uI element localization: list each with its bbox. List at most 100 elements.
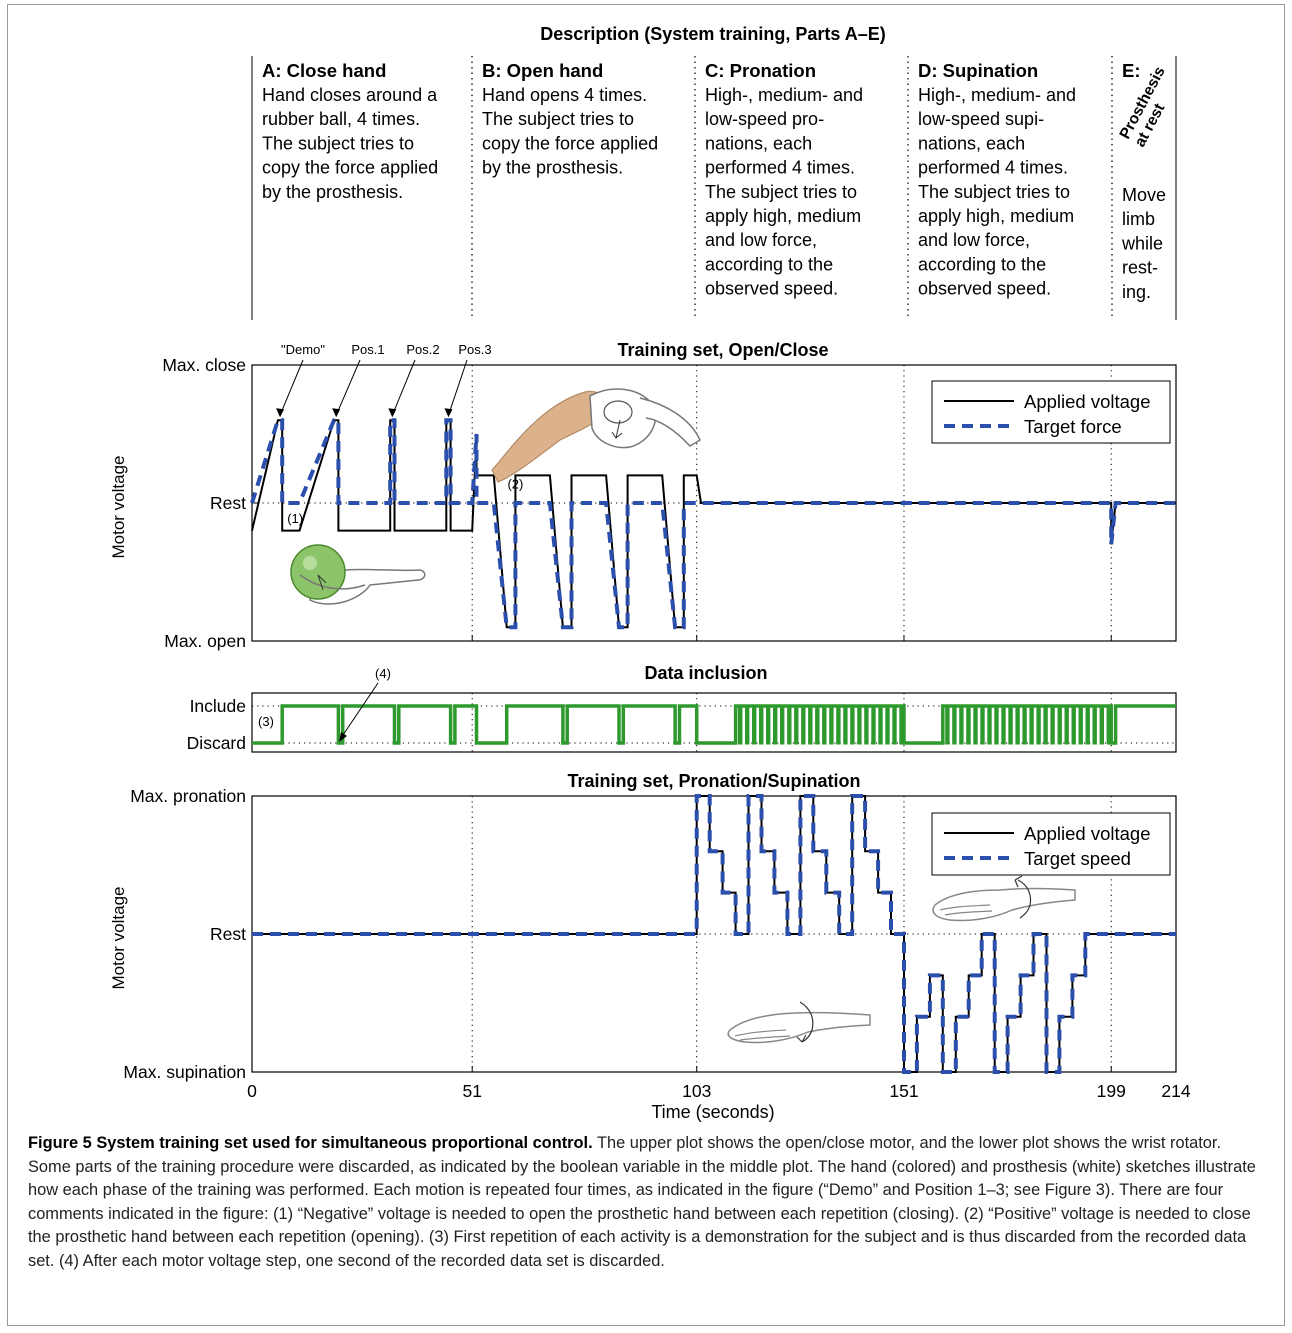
plot1-ylabel: Motor voltage [109,456,128,559]
plot3-title: Training set, Pronation/Supination [567,771,860,791]
inclusion-signal [252,704,1176,745]
plot-data-inclusion: Data inclusion Include Discard (3) (4) [187,663,1177,753]
description-col-line: rest- [1122,258,1158,278]
plot1-annotation-arrowhead [388,408,397,418]
legend-label: Target force [1024,416,1122,437]
figure-graphic: Description (System training, Parts A–E)… [109,24,1191,1122]
description-col-line: Hand opens 4 times. [482,85,647,105]
plot-x-tick-label: 151 [889,1081,918,1101]
plot-x-tick-label: 199 [1097,1081,1126,1101]
plot1-area: Max. close Rest Max. open Applied voltage Ta… [162,342,1177,651]
plot1-title: Training set, Open/Close [617,340,828,360]
plot1-annotation-label: Pos.3 [458,342,491,357]
description-col-line: apply high, medium [705,206,861,226]
plot1-annotation-label: Pos.1 [351,342,384,357]
plot1-annotation-arrowhead [276,408,285,418]
description-col-line: performed 4 times. [918,158,1068,178]
plot1-annotation-arrow [447,359,468,416]
description-col-title: D: Supination [918,60,1038,81]
description-col-line: performed 4 times. [705,158,855,178]
description-col-line: limb [1122,209,1155,229]
plot1-annotation-arrow [391,359,416,416]
description-col-line: rubber ball, 4 times. [262,109,420,129]
description-col-line: High-, medium- and [705,85,863,105]
description-col-line: nations, each [705,133,812,153]
series-line [250,418,1176,630]
inclusion-pulses [945,706,1111,745]
description-col-line: The subject tries to [482,109,634,129]
description-col-line: High-, medium- and [918,85,1076,105]
description-col-line: according to the [705,254,833,274]
description-panel: Description (System training, Parts A–E)… [251,24,1177,320]
description-col-line: Move [1122,185,1166,205]
caption-bold-title: System training set used for simultaneou… [96,1134,593,1152]
plot2-note-label: (4) [375,666,391,681]
description-col-line: apply high, medium [918,206,1074,226]
series-line [252,794,1176,1074]
plot2-annotation-arrowhead [339,732,347,742]
plot2-annotation-arrow [340,682,379,739]
caption-label: Figure 5 [28,1134,92,1152]
figure-caption: Figure 5 System training set used for si… [28,1132,1268,1273]
plot-y-tick-label: Rest [210,493,246,513]
description-col-line: observed speed. [705,279,838,299]
plot-y-tick-label: Rest [210,924,246,944]
plot-y-tick-label: Discard [187,733,246,753]
plot1-annotation-arrowhead [444,408,453,418]
legend-box [931,812,1171,876]
description-col-line: and low force, [705,230,817,250]
plot-y-tick-label: Max. supination [123,1062,246,1082]
plot1-annotation-arrow [335,359,361,416]
series-line [251,419,1176,629]
description-col-title: A: Close hand [262,60,386,81]
caption-text: The upper plot shows the open/close moto… [28,1134,1256,1270]
plot3-ylabel: Motor voltage [109,887,128,990]
plot-pronation-supination: Training set, Pronation/Supination Motor… [109,771,1191,1122]
description-col-line: low-speed supi- [918,109,1044,129]
supination-hand-sketch [727,1001,871,1044]
description-col-title: B: Open hand [482,60,603,81]
description-col-line: according to the [918,254,1046,274]
plot-axes-box [251,692,1177,753]
plot-x-tick-label: 214 [1161,1081,1190,1101]
plot2-area: Include Discard (3) (4) [187,666,1177,753]
description-col-title: C: Pronation [705,60,816,81]
description-col-line: Hand closes around a [262,85,438,105]
description-col-line: The subject tries to [262,133,414,153]
plot3-xlabel: Time (seconds) [651,1102,774,1122]
figure-frame [7,4,1285,1326]
plot1-note-label: (2) [507,476,523,491]
description-col-line: by the prosthesis. [262,182,403,202]
description-col-line: The subject tries to [705,182,857,202]
description-col-line: The subject tries to [918,182,1070,202]
pronation-hand-sketch [932,875,1076,922]
plot2-title: Data inclusion [644,663,767,683]
description-col-line: copy the force applied [482,133,658,153]
legend-box [931,380,1171,444]
plot-x-tick-label: 51 [462,1081,481,1101]
legend-label: Applied voltage [1024,391,1151,412]
plot-x-tick-label: 103 [682,1081,711,1101]
description-col-line: while [1121,233,1163,253]
description-col-line: nations, each [918,133,1025,153]
plot2-note-label: (3) [258,714,274,729]
description-col-title: E: [1122,60,1141,81]
plot1-annotation-arrowhead [332,408,341,418]
hand-ball-sketch [290,544,426,605]
plot-y-tick-label: Max. open [164,631,246,651]
inclusion-pulses [737,706,904,745]
description-col-line: by the prosthesis. [482,158,623,178]
plot-y-tick-label: Max. close [162,355,246,375]
description-col-line: low-speed pro- [705,109,824,129]
plot1-annotation-arrow [279,359,304,416]
description-col-line: observed speed. [918,279,1051,299]
hand-prosthesis-sketch [491,388,701,483]
description-columns: A: Close hand Hand closes around a rubber … [251,56,1177,320]
plot-open-close: Training set, Open/Close Motor voltage M… [109,340,1177,651]
plot1-annotation-label: Pos.2 [406,342,439,357]
plot1-note-label: (1) [287,511,303,526]
legend-label: Applied voltage [1024,823,1151,844]
plot1-annotation-label: "Demo" [281,342,325,357]
plot-x-tick-label: 0 [247,1081,257,1101]
description-col-line: and low force, [918,230,1030,250]
